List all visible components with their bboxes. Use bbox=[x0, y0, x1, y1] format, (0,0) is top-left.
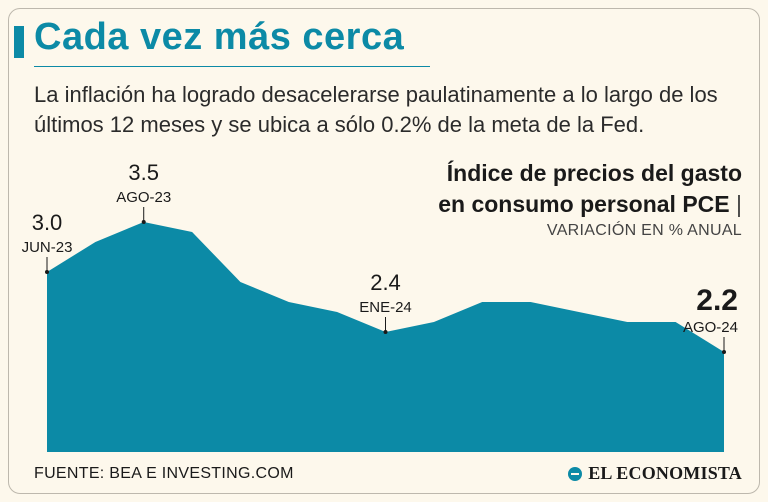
data-label-value-ago-23: 3.5 bbox=[128, 160, 159, 185]
data-point-ago-23 bbox=[141, 220, 146, 224]
data-label-date-ago-23: AGO-23 bbox=[116, 189, 171, 206]
data-point-ago-24 bbox=[722, 350, 726, 354]
title-accent-bar bbox=[14, 26, 24, 58]
logo-text: EL ECONOMISTA bbox=[588, 463, 742, 483]
pce-area-series bbox=[47, 222, 724, 452]
page-title: Cada vez más cerca bbox=[34, 16, 405, 58]
source-note: FUENTE: BEA E INVESTING.COM bbox=[34, 465, 294, 482]
title-underline bbox=[34, 66, 430, 67]
data-point-ene-24 bbox=[383, 330, 388, 334]
publisher-logo: EL ECONOMISTA bbox=[568, 463, 742, 484]
chart-title-separator: | bbox=[736, 191, 742, 217]
chart-title-line2: en consumo personal PCE bbox=[438, 191, 730, 217]
page-subtitle: La inflación ha logrado desacelerarse pa… bbox=[34, 82, 718, 137]
data-label-date-ago-24: AGO-24 bbox=[683, 319, 738, 336]
data-label-value-ago-24: 2.2 bbox=[696, 284, 738, 317]
data-point-jun-23 bbox=[45, 270, 49, 274]
el-economista-logo-icon bbox=[568, 466, 583, 481]
chart-unit-label: VARIACIÓN EN % ANUAL bbox=[546, 222, 742, 239]
data-label-date-jun-23: JUN-23 bbox=[22, 239, 73, 256]
chart-title: Índice de precios del gasto en consumo p… bbox=[438, 158, 742, 220]
data-label-value-jun-23: 3.0 bbox=[32, 210, 63, 235]
data-label-value-ene-24: 2.4 bbox=[370, 270, 401, 295]
chart-title-line1: Índice de precios del gasto bbox=[446, 160, 742, 186]
data-label-date-ene-24: ENE-24 bbox=[359, 299, 412, 316]
